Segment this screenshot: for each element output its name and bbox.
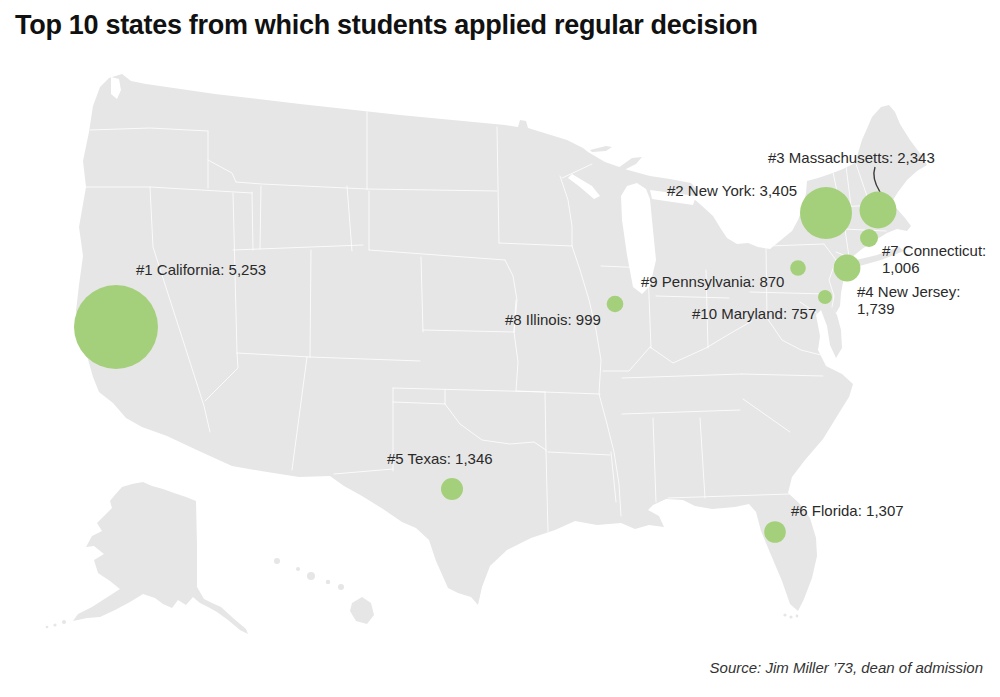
bubble-texas: [441, 478, 463, 500]
label-texas: #5 Texas: 1,346: [387, 450, 493, 467]
label-new-jersey: #4 New Jersey: 1,739: [857, 283, 960, 317]
label-maryland: #10 Maryland: 757: [692, 305, 816, 322]
bubble-new-york: [800, 187, 852, 239]
aleutian-islands: [46, 620, 66, 628]
bubble-pennsylvania: [790, 260, 806, 276]
bubble-map-figure: Top 10 states from which students applie…: [0, 0, 1000, 697]
label-florida: #6 Florida: 1,307: [791, 502, 904, 519]
bubble-connecticut: [860, 229, 878, 247]
label-illinois: #8 Illinois: 999: [505, 311, 601, 328]
label-pennsylvania: #9 Pennsylvania: 870: [641, 273, 784, 290]
bubble-florida: [764, 521, 786, 543]
label-connecticut: #7 Connecticut: 1,006: [882, 242, 986, 276]
bubble-massachusetts: [860, 192, 897, 229]
label-massachusetts: #3 Massachusetts: 2,343: [768, 149, 935, 166]
bubble-maryland: [818, 290, 832, 304]
bubble-illinois: [607, 296, 624, 313]
label-new-york: #2 New York: 3,405: [667, 182, 797, 199]
source-credit: Source: Jim Miller ’73, dean of admissio…: [710, 659, 983, 676]
us-map: [0, 0, 1000, 697]
label-california: #1 California: 5,253: [136, 261, 266, 278]
florida-keys: [783, 613, 798, 618]
bubble-new-jersey: [834, 255, 861, 282]
alaska: [73, 482, 248, 634]
hawaii: [274, 558, 374, 624]
bubble-california: [74, 285, 158, 369]
